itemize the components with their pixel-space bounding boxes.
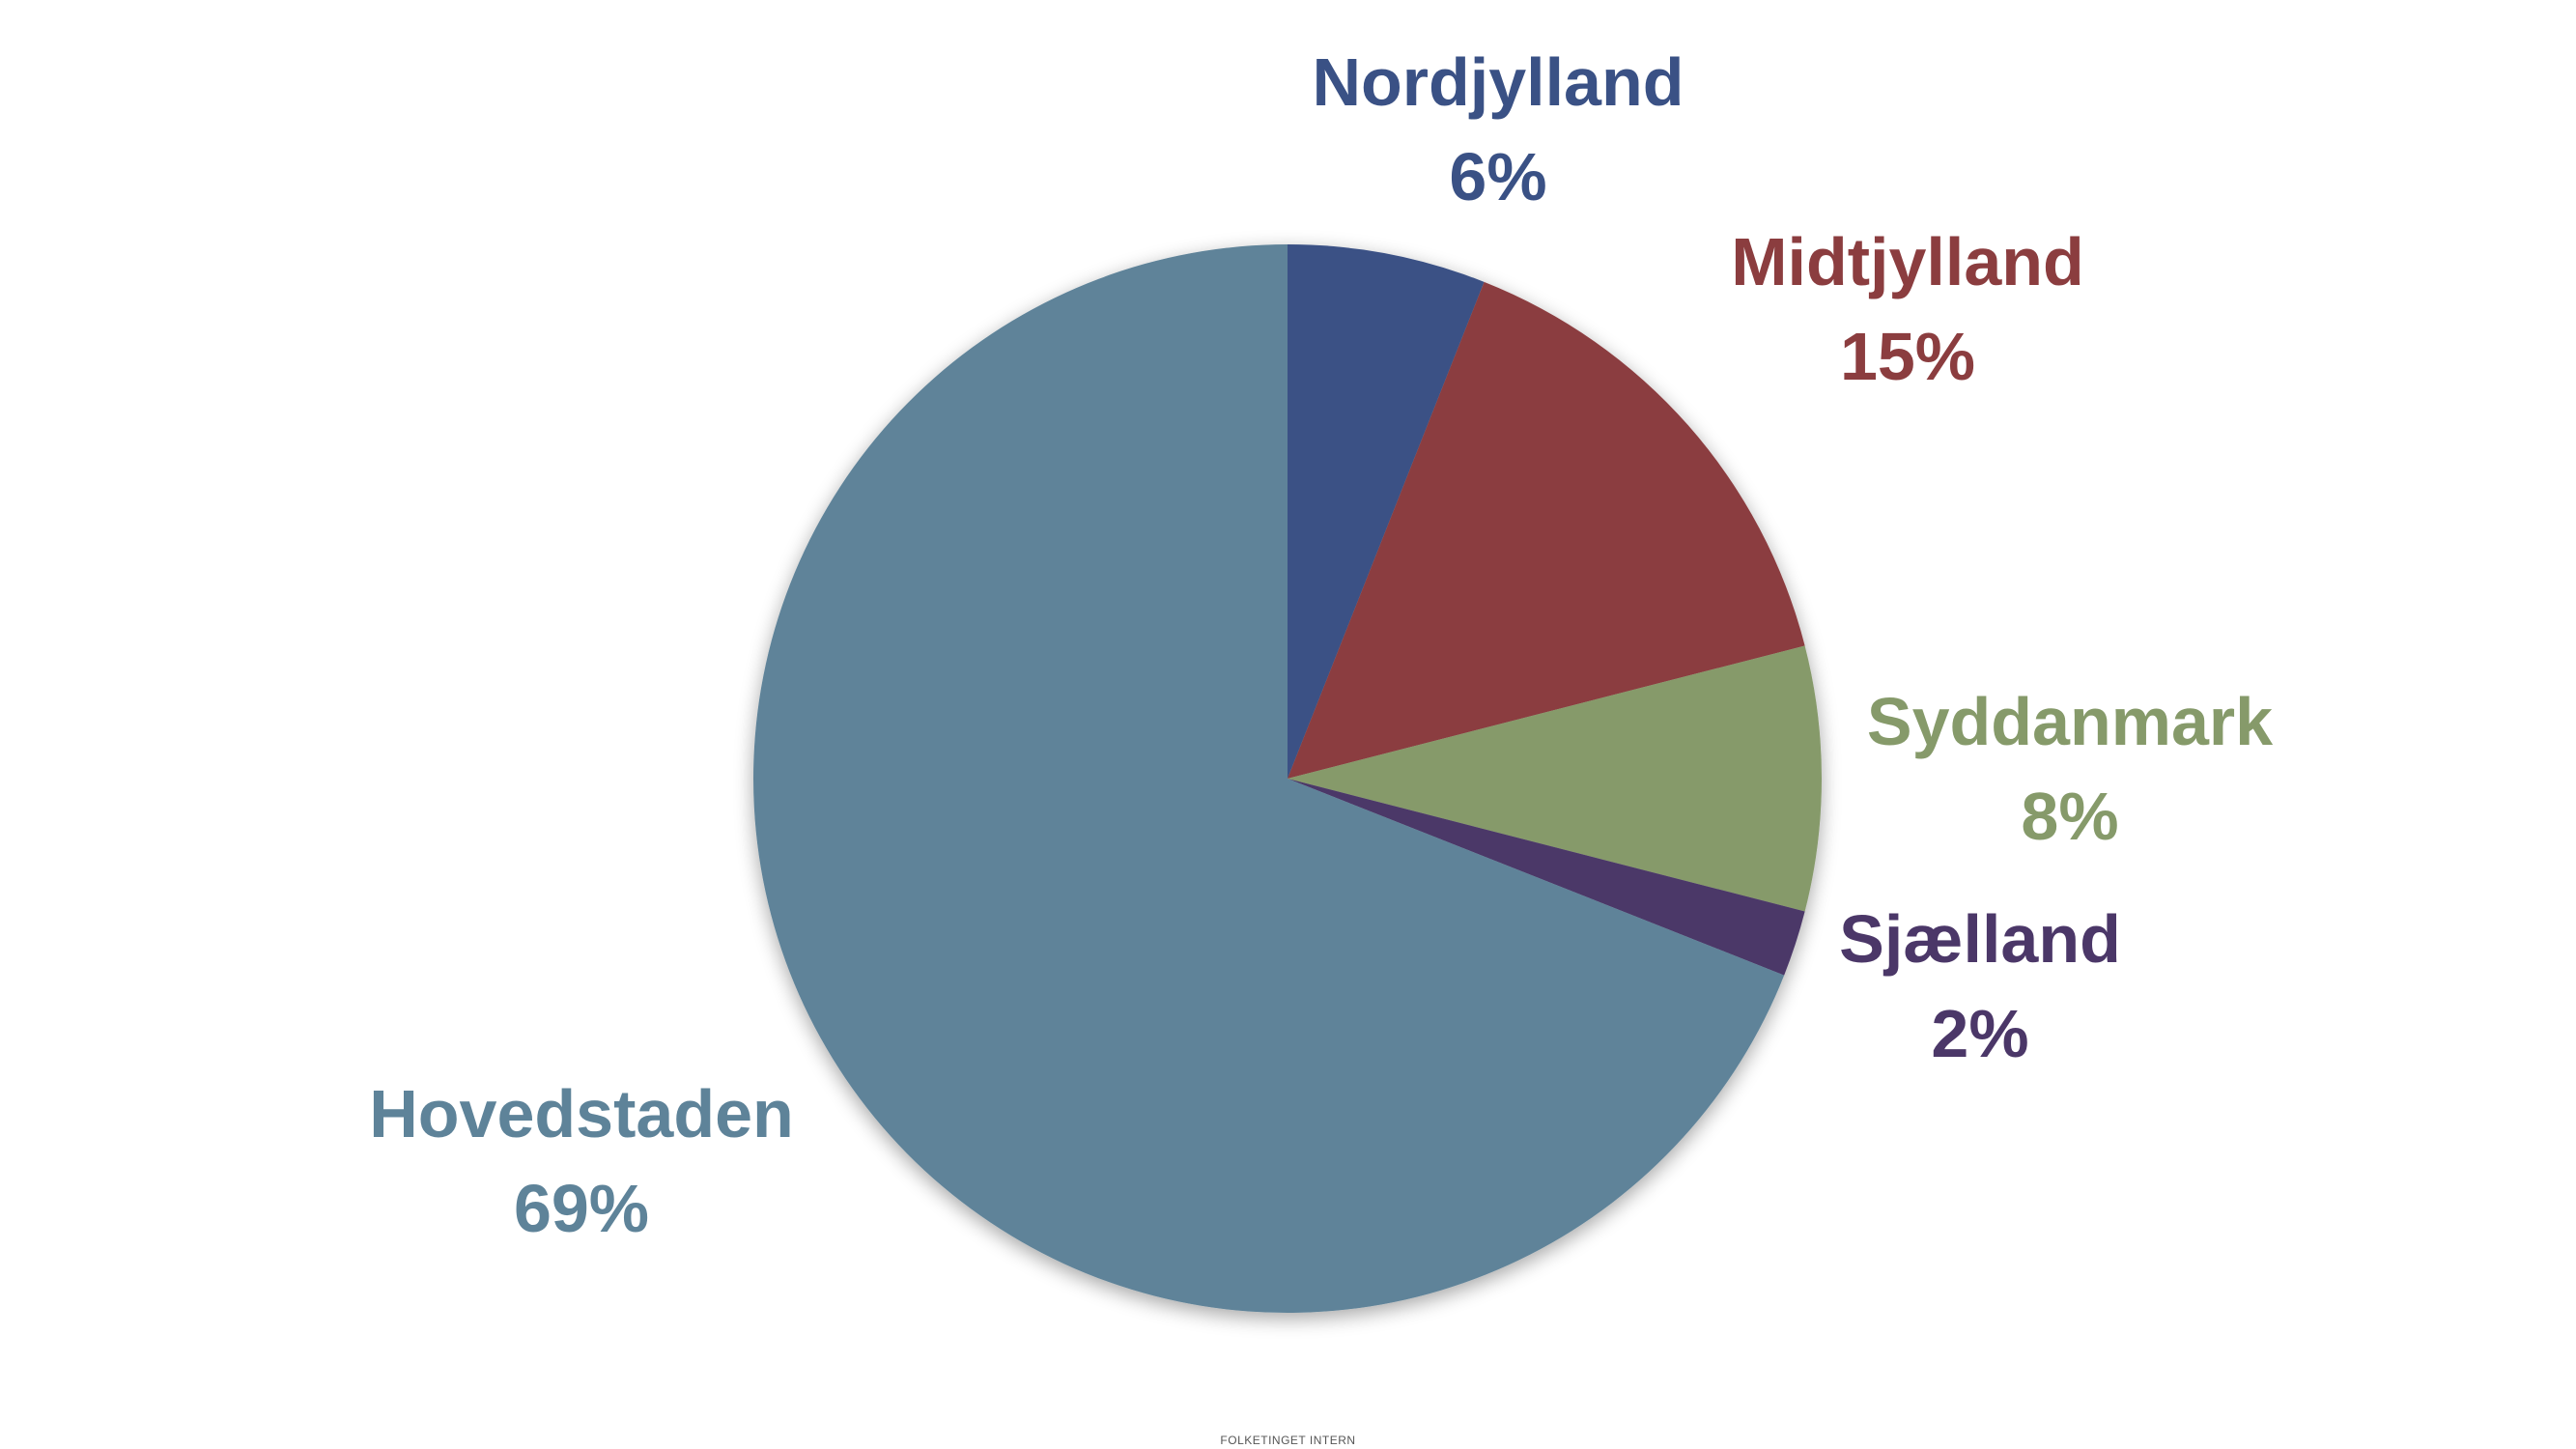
pie-slice-hovedstaden: [753, 244, 1785, 1313]
slice-label-percent: 6%: [1449, 139, 1546, 214]
slice-label-name: Nordjylland: [1312, 44, 1684, 120]
slice-label-percent: 15%: [1840, 319, 1975, 394]
slice-label-percent: 2%: [1931, 996, 2028, 1071]
slice-label-name: Hovedstaden: [369, 1076, 794, 1151]
pie-slice-nordjylland: [1288, 244, 1485, 779]
slice-label-name: Midtjylland: [1731, 224, 2084, 299]
pie-slice-syddanmark: [1288, 645, 1823, 912]
footer-classification: FOLKETINGET INTERN: [1220, 1434, 1356, 1447]
slice-label-name: Sjælland: [1839, 901, 2121, 977]
slice-label-percent: 69%: [514, 1171, 649, 1246]
pie-slices: [753, 244, 1823, 1313]
pie-slice-midtjylland: [1288, 281, 1805, 779]
slice-label-percent: 8%: [2021, 779, 2118, 854]
pie-labels: Nordjylland 6% Midtjylland 15% Syddanmark 8% S…: [369, 44, 2273, 1246]
slice-label-name: Syddanmark: [1867, 684, 2273, 759]
pie-slice-sj-lland: [1288, 779, 1805, 976]
